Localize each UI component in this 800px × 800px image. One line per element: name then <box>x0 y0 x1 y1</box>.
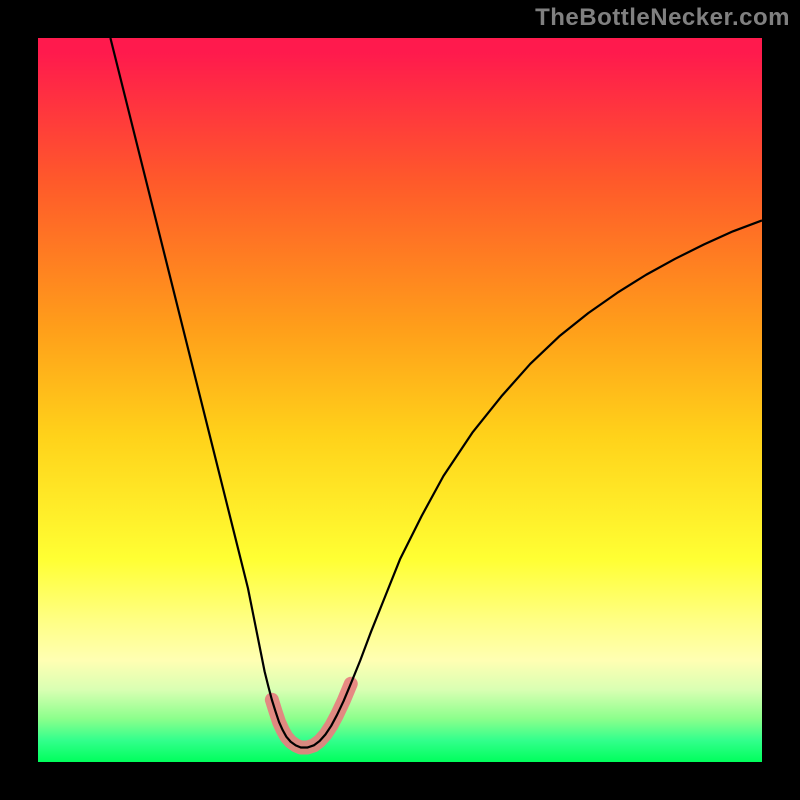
watermark-text: TheBottleNecker.com <box>535 4 790 32</box>
bottleneck-chart <box>38 38 762 762</box>
chart-background <box>38 38 762 762</box>
chart-svg <box>38 38 762 762</box>
